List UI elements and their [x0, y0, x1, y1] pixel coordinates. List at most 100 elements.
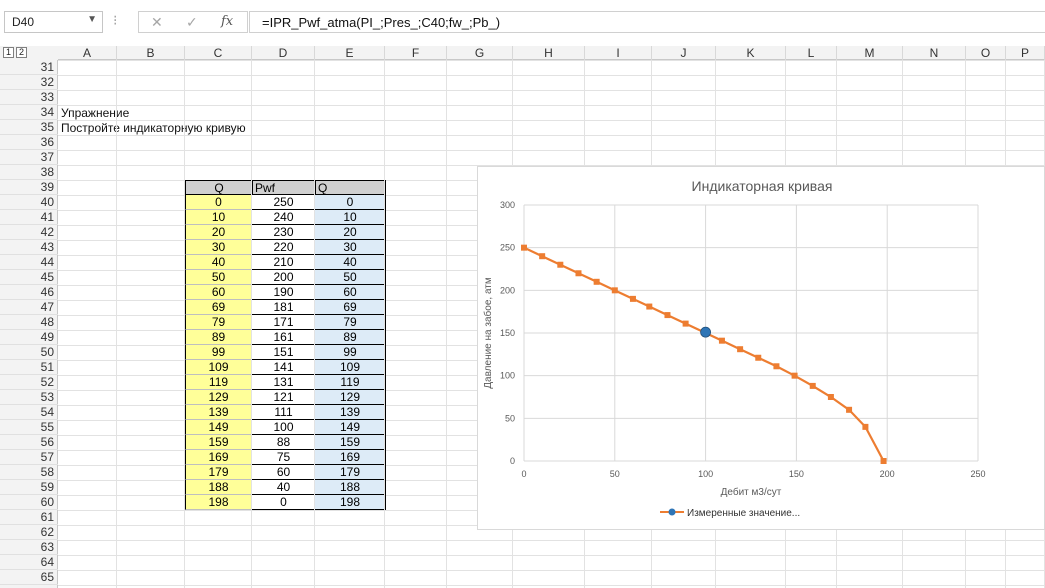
pwf-cell[interactable]: 210	[252, 255, 316, 270]
column-header-l[interactable]: L	[786, 46, 837, 60]
q-input-cell[interactable]: 139	[185, 405, 252, 420]
pwf-cell[interactable]: 75	[252, 450, 316, 465]
pwf-cell[interactable]: 161	[252, 330, 316, 345]
q-input-cell[interactable]: 179	[185, 465, 252, 480]
row-header-65[interactable]: 65	[0, 570, 58, 585]
row-header-49[interactable]: 49	[0, 330, 58, 345]
row-header-31[interactable]: 31	[0, 60, 58, 75]
table-header-cell[interactable]: Q	[315, 180, 386, 195]
q-output-cell[interactable]: 99	[315, 345, 386, 360]
row-header-55[interactable]: 55	[0, 420, 58, 435]
row-header-51[interactable]: 51	[0, 360, 58, 375]
row-header-43[interactable]: 43	[0, 240, 58, 255]
column-header-e[interactable]: E	[315, 46, 385, 60]
outline-level-1-button[interactable]: 1	[3, 47, 14, 58]
column-header-d[interactable]: D	[252, 46, 315, 60]
row-header-54[interactable]: 54	[0, 405, 58, 420]
outline-level-2-button[interactable]: 2	[16, 47, 27, 58]
pwf-cell[interactable]: 88	[252, 435, 316, 450]
q-input-cell[interactable]: 10	[185, 210, 252, 225]
pwf-cell[interactable]: 151	[252, 345, 316, 360]
q-output-cell[interactable]: 198	[315, 495, 386, 510]
q-input-cell[interactable]: 198	[185, 495, 252, 510]
pwf-cell[interactable]: 131	[252, 375, 316, 390]
row-header-32[interactable]: 32	[0, 75, 58, 90]
column-header-m[interactable]: M	[837, 46, 903, 60]
pwf-cell[interactable]: 0	[252, 495, 316, 510]
q-input-cell[interactable]: 0	[185, 195, 252, 210]
row-header-61[interactable]: 61	[0, 510, 58, 525]
row-header-58[interactable]: 58	[0, 465, 58, 480]
q-output-cell[interactable]: 109	[315, 360, 386, 375]
table-header-cell[interactable]: Pwf	[252, 180, 316, 195]
q-input-cell[interactable]: 60	[185, 285, 252, 300]
row-header-56[interactable]: 56	[0, 435, 58, 450]
q-input-cell[interactable]: 99	[185, 345, 252, 360]
pwf-cell[interactable]: 190	[252, 285, 316, 300]
q-input-cell[interactable]: 109	[185, 360, 252, 375]
column-header-p[interactable]: P	[1006, 46, 1045, 60]
column-header-h[interactable]: H	[513, 46, 585, 60]
pwf-cell[interactable]: 60	[252, 465, 316, 480]
pwf-cell[interactable]: 181	[252, 300, 316, 315]
q-input-cell[interactable]: 119	[185, 375, 252, 390]
column-header-o[interactable]: O	[966, 46, 1006, 60]
check-icon[interactable]: ✓	[186, 14, 198, 30]
formula-input[interactable]: =IPR_Pwf_atma(PI_;Pres_;C40;fw_;Pb_)	[249, 11, 1045, 33]
pwf-cell[interactable]: 121	[252, 390, 316, 405]
q-output-cell[interactable]: 119	[315, 375, 386, 390]
row-header-38[interactable]: 38	[0, 165, 58, 180]
column-header-n[interactable]: N	[903, 46, 966, 60]
q-output-cell[interactable]: 10	[315, 210, 386, 225]
q-input-cell[interactable]: 40	[185, 255, 252, 270]
q-output-cell[interactable]: 159	[315, 435, 386, 450]
row-header-48[interactable]: 48	[0, 315, 58, 330]
column-header-b[interactable]: B	[117, 46, 185, 60]
q-input-cell[interactable]: 30	[185, 240, 252, 255]
pwf-cell[interactable]: 200	[252, 270, 316, 285]
column-header-f[interactable]: F	[385, 46, 447, 60]
q-input-cell[interactable]: 89	[185, 330, 252, 345]
q-output-cell[interactable]: 79	[315, 315, 386, 330]
q-output-cell[interactable]: 0	[315, 195, 386, 210]
row-header-40[interactable]: 40	[0, 195, 58, 210]
q-output-cell[interactable]: 169	[315, 450, 386, 465]
q-output-cell[interactable]: 40	[315, 255, 386, 270]
q-output-cell[interactable]: 129	[315, 390, 386, 405]
q-output-cell[interactable]: 89	[315, 330, 386, 345]
column-header-g[interactable]: G	[447, 46, 513, 60]
q-input-cell[interactable]: 69	[185, 300, 252, 315]
pwf-cell[interactable]: 141	[252, 360, 316, 375]
row-header-42[interactable]: 42	[0, 225, 58, 240]
function-icon[interactable]: fx	[221, 14, 234, 29]
row-header-44[interactable]: 44	[0, 255, 58, 270]
q-output-cell[interactable]: 50	[315, 270, 386, 285]
column-header-a[interactable]: A	[58, 46, 117, 60]
table-header-cell[interactable]: Q	[185, 180, 253, 195]
row-header-39[interactable]: 39	[0, 180, 58, 195]
column-header-i[interactable]: I	[585, 46, 652, 60]
pwf-cell[interactable]: 171	[252, 315, 316, 330]
row-header-46[interactable]: 46	[0, 285, 58, 300]
q-output-cell[interactable]: 179	[315, 465, 386, 480]
row-header-62[interactable]: 62	[0, 525, 58, 540]
name-box[interactable]: D40 ▼	[4, 11, 103, 33]
pwf-cell[interactable]: 250	[252, 195, 316, 210]
q-output-cell[interactable]: 188	[315, 480, 386, 495]
q-input-cell[interactable]: 129	[185, 390, 252, 405]
ipr-chart[interactable]: Индикаторная кривая 0 50 100 150 200 250 300 0 50…	[477, 166, 1045, 530]
q-input-cell[interactable]: 149	[185, 420, 252, 435]
q-output-cell[interactable]: 20	[315, 225, 386, 240]
row-header-57[interactable]: 57	[0, 450, 58, 465]
row-header-41[interactable]: 41	[0, 210, 58, 225]
q-output-cell[interactable]: 149	[315, 420, 386, 435]
cancel-icon[interactable]: ✕	[151, 14, 163, 30]
row-header-37[interactable]: 37	[0, 150, 58, 165]
q-input-cell[interactable]: 159	[185, 435, 252, 450]
q-input-cell[interactable]: 169	[185, 450, 252, 465]
row-header-35[interactable]: 35	[0, 120, 58, 135]
row-header-63[interactable]: 63	[0, 540, 58, 555]
pwf-cell[interactable]: 240	[252, 210, 316, 225]
column-header-c[interactable]: C	[185, 46, 252, 60]
pwf-cell[interactable]: 220	[252, 240, 316, 255]
